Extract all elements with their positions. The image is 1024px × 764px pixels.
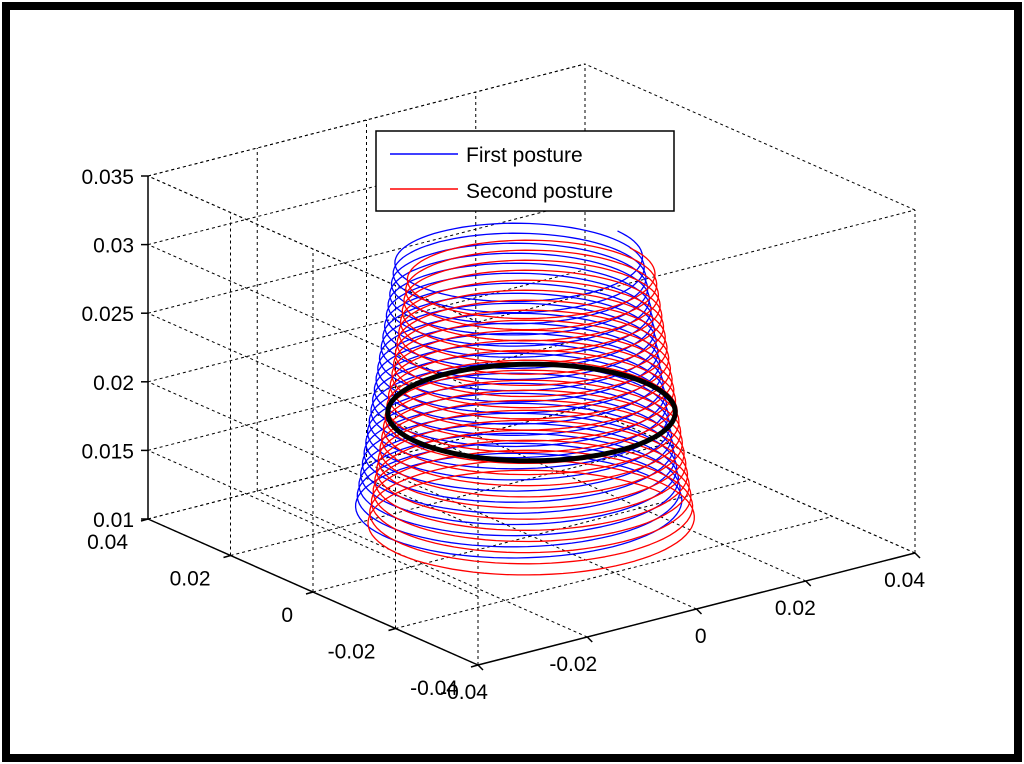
legend: First posture Second posture [375,130,675,212]
legend-label-first: First posture [466,144,583,167]
y-tick-mark [223,554,231,559]
y-tick-label: 0.04 [87,531,128,554]
x-tick-mark [586,636,593,643]
z-tick-label: 0.015 [81,440,134,463]
series-line-0 [354,222,683,559]
x-tick-mark [805,580,812,587]
x-tick-label: 0 [695,625,707,648]
z-tick-label: 0.02 [93,372,134,395]
box-edge [584,406,916,554]
box-edge [584,63,916,211]
grid-line [147,449,479,597]
y-tick-label: 0.02 [170,568,211,591]
y-tick-mark [305,591,314,595]
x-tick-label: 0.02 [775,597,816,620]
x-tick-label: -0.04 [440,681,488,704]
z-tick-label: 0.03 [93,235,134,258]
reference-circle [385,361,678,464]
z-tick-label: 0.035 [81,166,134,189]
y-tick-mark [388,627,396,632]
x-tick-mark [914,552,921,559]
y-tick-label: -0.04 [410,677,458,700]
grid-line [366,462,697,610]
x-tick-mark [695,608,703,615]
plot-area [354,222,695,576]
x-tick-label: -0.02 [549,653,597,676]
z-tick-label: 0.01 [93,509,134,532]
series-line-1 [367,239,695,576]
legend-box [375,130,675,212]
axes [140,175,921,671]
tick-labels: -0.04-0.0200.020.04-0.04-0.0200.020.040.… [81,166,925,704]
x-tick-mark [477,664,484,671]
x-tick-label: 0.04 [884,569,925,592]
z-tick-label: 0.025 [81,303,134,326]
y-tick-label: 0 [281,604,293,627]
y-tick-mark [470,664,479,668]
grid-line [257,490,588,638]
legend-label-second: Second posture [466,180,613,203]
y-tick-label: -0.02 [328,641,376,664]
